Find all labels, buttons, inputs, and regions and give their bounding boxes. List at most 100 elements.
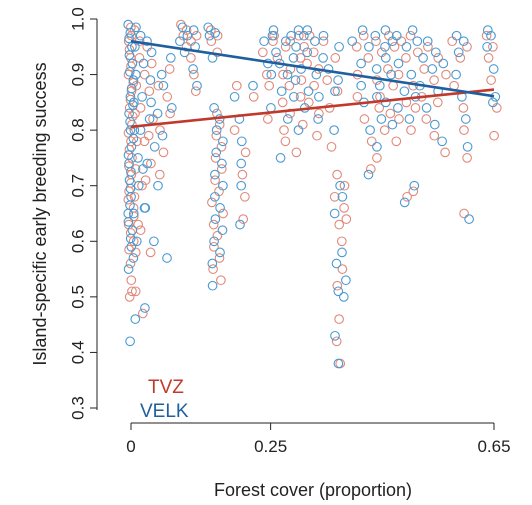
point-velk	[429, 119, 440, 130]
point-velk	[275, 153, 286, 163]
point-velk	[288, 53, 299, 63]
point-velk	[207, 258, 218, 269]
point-tvz	[140, 175, 151, 186]
point-tvz	[330, 53, 341, 63]
point-velk	[166, 103, 177, 113]
point-velk	[124, 33, 134, 44]
point-velk	[146, 97, 156, 108]
point-velk	[125, 125, 136, 135]
point-velk	[299, 30, 309, 41]
point-tvz	[240, 191, 250, 202]
point-velk	[140, 203, 151, 213]
point-tvz	[238, 214, 249, 224]
point-velk	[145, 75, 156, 85]
point-tvz	[334, 219, 345, 230]
point-velk	[318, 53, 328, 63]
point-velk	[276, 86, 287, 97]
point-tvz	[458, 103, 469, 113]
point-velk	[330, 330, 340, 341]
point-velk	[236, 180, 247, 191]
x-axis-title: Forest cover (proportion)	[214, 480, 412, 500]
point-velk	[311, 69, 322, 80]
point-velk	[357, 25, 368, 35]
point-tvz	[162, 91, 173, 102]
point-velk	[123, 216, 134, 227]
point-velk	[124, 50, 135, 60]
point-velk	[149, 141, 160, 152]
point-tvz	[189, 69, 199, 80]
point-velk	[236, 136, 247, 147]
point-tvz	[125, 258, 136, 269]
point-velk	[131, 236, 142, 247]
x-tick-label: 0	[126, 437, 135, 456]
point-velk	[211, 147, 222, 158]
point-velk	[149, 236, 159, 247]
point-velk	[282, 114, 293, 124]
point-velk	[217, 158, 227, 169]
point-velk	[128, 97, 139, 108]
point-velk	[204, 30, 215, 41]
point-velk	[438, 58, 449, 69]
point-tvz	[124, 292, 135, 302]
point-velk	[393, 103, 403, 113]
point-velk	[157, 130, 168, 141]
point-velk	[146, 47, 157, 58]
point-tvz	[299, 41, 309, 52]
point-tvz	[146, 158, 156, 169]
point-velk	[386, 69, 397, 80]
point-velk	[427, 64, 438, 74]
point-tvz	[129, 191, 140, 202]
point-velk	[217, 225, 228, 236]
point-tvz	[332, 280, 343, 291]
point-velk	[430, 47, 441, 58]
point-velk	[488, 64, 499, 74]
point-velk	[391, 30, 402, 41]
point-velk	[125, 336, 135, 347]
point-velk	[266, 69, 277, 80]
point-velk	[259, 36, 269, 47]
point-velk	[188, 64, 198, 74]
point-tvz	[406, 125, 416, 135]
point-tvz	[405, 30, 416, 41]
point-tvz	[339, 203, 349, 213]
point-velk	[156, 69, 167, 80]
point-tvz	[261, 69, 272, 80]
point-velk	[130, 314, 141, 324]
point-tvz	[326, 141, 337, 152]
point-tvz	[296, 75, 307, 85]
point-tvz	[379, 125, 390, 135]
point-tvz	[462, 41, 472, 52]
point-velk	[289, 91, 299, 102]
point-tvz	[459, 125, 469, 135]
y-tick-label: 1.0	[69, 7, 88, 31]
point-tvz	[216, 164, 227, 174]
point-tvz	[351, 41, 362, 52]
point-velk	[334, 41, 344, 52]
y-tick-label: 0.9	[69, 63, 88, 87]
point-velk	[211, 125, 222, 135]
point-velk	[142, 36, 152, 47]
point-velk	[210, 214, 221, 224]
point-tvz	[374, 103, 385, 113]
point-tvz	[144, 86, 155, 97]
point-velk	[144, 114, 155, 124]
y-tick-label: 0.3	[69, 396, 88, 420]
point-velk	[329, 208, 340, 219]
point-velk	[123, 264, 134, 274]
point-tvz	[126, 275, 137, 286]
point-tvz	[308, 47, 319, 58]
point-velk	[421, 103, 432, 113]
point-tvz	[385, 108, 396, 119]
point-tvz	[394, 114, 404, 124]
point-velk	[387, 119, 398, 130]
point-velk	[192, 80, 202, 91]
point-tvz	[483, 53, 494, 63]
points-layer	[123, 19, 502, 369]
point-tvz	[419, 64, 430, 74]
point-velk	[338, 292, 349, 302]
point-tvz	[186, 53, 196, 63]
point-tvz	[137, 180, 147, 191]
point-velk	[372, 141, 382, 152]
point-velk	[376, 114, 387, 124]
